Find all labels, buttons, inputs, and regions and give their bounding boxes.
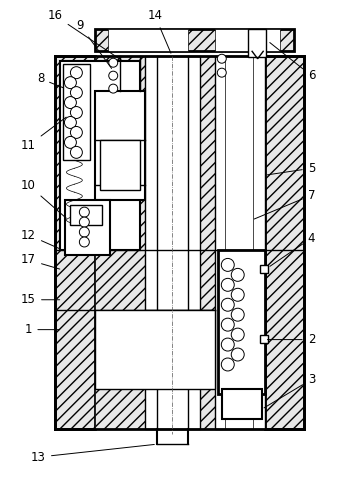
Bar [66, 200, 110, 255]
Text: 6: 6 [270, 43, 315, 82]
Circle shape [79, 227, 89, 237]
Circle shape [70, 87, 82, 98]
Circle shape [109, 71, 118, 80]
Bar [222, 390, 262, 419]
Text: 1: 1 [25, 323, 60, 336]
Bar [63, 64, 90, 160]
Text: 2: 2 [268, 333, 315, 346]
Circle shape [64, 136, 76, 148]
Bar [145, 56, 200, 429]
Text: 5: 5 [268, 162, 315, 175]
Text: 16: 16 [48, 10, 123, 61]
Bar [95, 91, 145, 200]
Circle shape [217, 54, 226, 63]
Circle shape [221, 318, 234, 331]
Text: 15: 15 [21, 293, 60, 306]
Circle shape [221, 298, 234, 311]
Circle shape [79, 217, 89, 227]
Text: 14: 14 [147, 10, 171, 53]
Circle shape [70, 127, 82, 139]
Bar [264, 56, 305, 429]
Text: 9: 9 [76, 20, 111, 68]
Bar [70, 205, 102, 225]
Circle shape [70, 107, 82, 119]
Bar [108, 29, 188, 51]
Circle shape [70, 146, 82, 158]
Bar [215, 29, 280, 51]
Bar [260, 265, 268, 273]
Circle shape [64, 97, 76, 109]
Circle shape [231, 308, 244, 321]
Circle shape [79, 237, 89, 247]
Circle shape [109, 84, 118, 93]
Circle shape [231, 268, 244, 282]
Text: 17: 17 [21, 253, 60, 269]
Circle shape [231, 328, 244, 341]
Circle shape [221, 278, 234, 291]
Bar [95, 310, 215, 390]
Text: 3: 3 [264, 373, 315, 408]
Text: 7: 7 [254, 189, 315, 219]
Bar [100, 141, 140, 190]
Bar [60, 61, 140, 250]
Text: 10: 10 [21, 179, 66, 218]
Text: 8: 8 [37, 72, 63, 87]
Text: 12: 12 [21, 228, 60, 249]
Bar [260, 335, 268, 343]
Circle shape [70, 67, 82, 79]
Circle shape [221, 338, 234, 351]
Bar [95, 56, 264, 429]
Bar [56, 56, 95, 429]
Circle shape [221, 358, 234, 371]
Bar [218, 250, 264, 394]
Circle shape [79, 207, 89, 217]
Text: 13: 13 [31, 445, 154, 464]
Bar [248, 29, 265, 57]
Circle shape [64, 76, 76, 88]
Circle shape [221, 259, 234, 272]
Circle shape [231, 288, 244, 301]
Circle shape [231, 348, 244, 361]
Circle shape [109, 58, 118, 67]
Text: 4: 4 [270, 231, 315, 266]
Bar [215, 56, 264, 429]
Circle shape [217, 68, 226, 77]
Bar [95, 29, 295, 51]
Circle shape [64, 117, 76, 129]
Text: 11: 11 [21, 117, 66, 152]
